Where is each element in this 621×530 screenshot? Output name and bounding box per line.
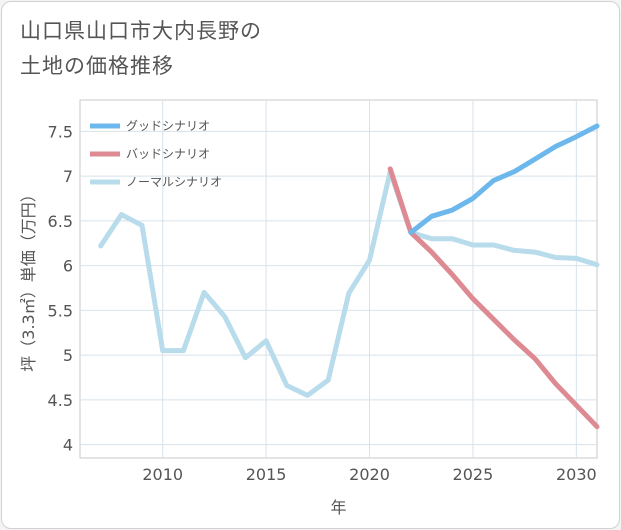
chart-title: 山口県山口市大内長野の 土地の価格推移 [20, 14, 262, 84]
legend-label-1: バッドシナリオ [126, 147, 210, 161]
x-tick-label: 2030 [556, 465, 597, 484]
y-tick-label: 7.5 [48, 122, 73, 141]
x-tick-label: 2020 [349, 465, 390, 484]
series-line-2 [98, 169, 600, 398]
x-axis-ticks: 2010 2015 2020 2025 2030 [142, 465, 596, 484]
series-line-0 [408, 123, 600, 235]
legend-label-2: ノーマルシナリオ [126, 175, 222, 189]
y-tick-label: 6 [63, 257, 73, 276]
x-tick-label: 2025 [453, 465, 494, 484]
series-lines [98, 123, 600, 430]
y-tick-label: 4.5 [48, 391, 73, 410]
y-axis-label: 坪（3.3㎡）単価（万円） [19, 186, 38, 371]
series-line-1 [387, 166, 600, 430]
y-tick-label: 6.5 [48, 212, 73, 231]
x-axis-label: 年 [330, 498, 346, 517]
y-tick-label: 4 [63, 436, 73, 455]
y-axis-ticks: 4 4.5 5 5.5 6 6.5 7 7.5 [48, 122, 73, 454]
y-tick-label: 5 [63, 346, 73, 365]
y-tick-label: 7 [63, 167, 73, 186]
plot-area [79, 99, 598, 459]
y-tick-label: 5.5 [48, 301, 73, 320]
legend-label-0: グッドシナリオ [126, 119, 210, 133]
chart-title-line-2: 土地の価格推移 [20, 54, 174, 78]
x-tick-label: 2015 [246, 465, 287, 484]
chart-title-line-1: 山口県山口市大内長野の [20, 19, 262, 43]
x-tick-label: 2010 [142, 465, 183, 484]
grid-lines [80, 100, 597, 458]
